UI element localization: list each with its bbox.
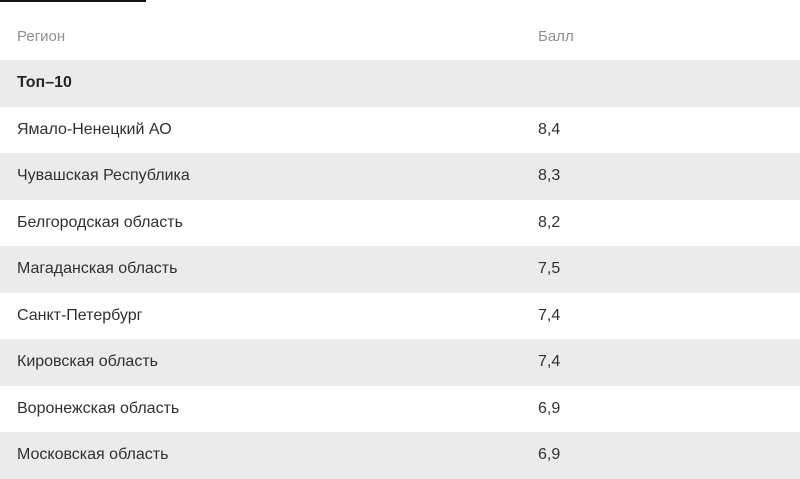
score-cell: 8,2 <box>538 213 561 231</box>
region-cell: Санкт-Петербург <box>17 306 143 324</box>
section-label: Топ–10 <box>17 74 72 92</box>
score-cell: 6,9 <box>538 399 561 417</box>
region-cell: Воронежская область <box>17 399 180 417</box>
section-row-top10: Топ–10 <box>0 60 800 107</box>
table-row: Ямало-Ненецкий АО 8,4 <box>0 106 800 153</box>
table-row: Воронежская область 6,9 <box>0 385 800 432</box>
region-cell: Белгородская область <box>17 213 183 231</box>
table-row: Чувашская Республика 8,3 <box>0 153 800 200</box>
table-row: Магаданская область 7,5 <box>0 246 800 293</box>
score-cell: 8,4 <box>538 120 561 138</box>
column-header-region: Регион <box>17 27 66 45</box>
column-header-score: Балл <box>538 27 574 45</box>
score-cell: 7,4 <box>538 306 561 324</box>
table-row: Московская область 6,9 <box>0 432 800 479</box>
top-accent-line <box>0 0 146 2</box>
region-cell: Чувашская Республика <box>17 167 190 185</box>
score-cell: 8,3 <box>538 167 561 185</box>
region-cell: Кировская область <box>17 353 158 371</box>
table-row: Белгородская область 8,2 <box>0 199 800 246</box>
table-body: Топ–10 Ямало-Ненецкий АО 8,4 Чувашская Респ… <box>0 60 800 479</box>
table-row: Кировская область 7,4 <box>0 339 800 386</box>
region-cell: Ямало-Ненецкий АО <box>17 120 172 138</box>
table-row: Санкт-Петербург 7,4 <box>0 292 800 339</box>
table-header-row: Регион Балл <box>0 0 800 60</box>
region-cell: Магаданская область <box>17 260 178 278</box>
score-cell: 7,5 <box>538 260 561 278</box>
score-cell: 7,4 <box>538 353 561 371</box>
